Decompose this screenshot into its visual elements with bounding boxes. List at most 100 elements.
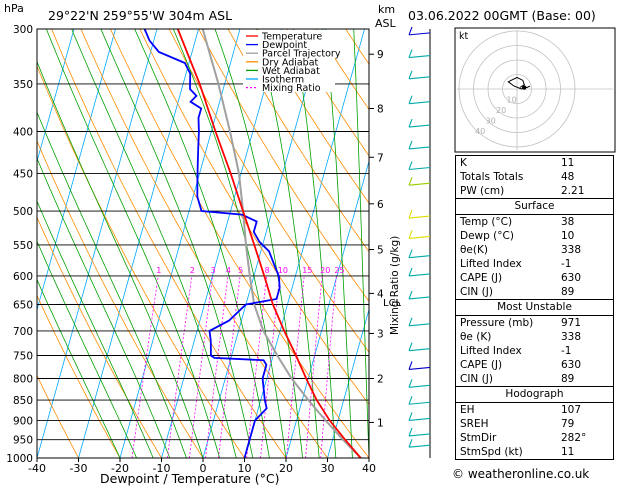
most-unstable-label: Pressure (mb) <box>460 317 534 329</box>
wind-barb <box>408 296 431 300</box>
wind-barb <box>408 215 431 219</box>
isotherm-line <box>78 29 199 458</box>
most-unstable-value: 971 <box>561 317 582 329</box>
hodograph-heading: Hodograph <box>456 387 613 403</box>
km-label: km <box>378 3 395 16</box>
legend-label: Isotherm <box>262 75 304 86</box>
hodograph-label: StmSpd (kt) <box>460 446 523 458</box>
wind-barb-flag <box>408 176 413 186</box>
wind-barb <box>408 166 431 171</box>
pressure-tick-label: 850 <box>13 395 33 407</box>
index-row: Totals Totals 48 <box>456 170 613 184</box>
most-unstable-row: CIN (J) 89 <box>456 372 613 386</box>
mixing-ratio-line <box>320 275 337 458</box>
mixing-ratio-axis-label: Mixing Ratio (g/kg) <box>389 236 401 335</box>
wind-barb-flag <box>408 438 413 448</box>
pressure-tick-label: 350 <box>13 79 33 91</box>
most-unstable-row: CAPE (J) 630 <box>456 358 613 372</box>
wind-barb <box>408 32 431 36</box>
hodograph-row: StmSpd (kt) 11 <box>456 445 613 459</box>
mixing-ratio-label: 5 <box>238 266 243 275</box>
wind-barb <box>408 444 431 448</box>
km-tick-label: 2 <box>377 373 384 385</box>
surface-value: -1 <box>561 258 572 270</box>
surface-value: 38 <box>561 216 575 228</box>
most-unstable-label: Lifted Index <box>460 345 522 357</box>
lcl-label: LCL <box>383 298 402 309</box>
x-tick-label: 30 <box>321 462 335 475</box>
dry-adiabat-line <box>51 29 287 458</box>
surface-row: Temp (°C) 38 <box>456 215 613 229</box>
wind-barb-flag <box>408 49 413 58</box>
isotherm-line <box>161 29 282 458</box>
storm-motion-marker <box>522 85 527 90</box>
wet-adiabat-line <box>325 29 353 458</box>
hodograph-row: EH 107 <box>456 403 613 417</box>
most-unstable-row: Pressure (mb) 971 <box>456 316 613 330</box>
index-label: PW (cm) <box>460 185 505 197</box>
wind-barb-flag <box>408 267 413 277</box>
isotherm-line <box>202 29 324 458</box>
legend-label: Temperature <box>261 32 322 43</box>
dry-adiabat-line <box>198 29 369 302</box>
isotherm-line <box>37 29 158 458</box>
pressure-tick-label: 750 <box>13 350 33 362</box>
wind-barb-flag <box>408 140 413 150</box>
wind-barb <box>408 182 431 186</box>
dry-adiabat-line <box>227 29 369 253</box>
series-temperature <box>176 29 362 458</box>
x-tick-label: 0 <box>200 462 207 475</box>
surface-label: Temp (°C) <box>460 216 513 228</box>
pressure-tick-label: 400 <box>13 127 33 139</box>
wind-barbs <box>408 26 431 458</box>
mixing-ratio-line <box>260 275 281 458</box>
mixing-ratio-label: 4 <box>226 266 231 275</box>
dry-adiabat-line <box>110 29 369 458</box>
hodograph-ring-label: 30 <box>486 117 496 126</box>
hodograph-value: 107 <box>561 404 582 416</box>
wind-barb <box>408 146 431 150</box>
surface-value: 10 <box>561 230 575 242</box>
wind-barb <box>408 76 431 80</box>
indices-panel: K 11 Totals Totals 48 PW (cm) 2.21 Surface Te… <box>455 155 614 460</box>
mixing-ratio-label: 10 <box>278 266 288 275</box>
wind-barb-flag <box>408 290 413 300</box>
index-value: 11 <box>561 157 575 169</box>
datetime-title: 03.06.2022 00GMT (Base: 00) <box>408 8 596 23</box>
index-value: 2.21 <box>561 185 585 197</box>
most-unstable-value: -1 <box>561 345 572 357</box>
mixing-ratio-line <box>305 275 323 458</box>
wind-barb-flag <box>408 427 413 437</box>
wind-barb <box>408 417 431 422</box>
wind-barb <box>408 384 431 388</box>
mixing-ratio-line <box>246 275 268 458</box>
wind-barb-flag <box>408 342 413 351</box>
hodograph-ring-label: 40 <box>475 127 485 136</box>
wind-barb-flag <box>408 209 413 219</box>
x-tick-label: 40 <box>362 462 376 475</box>
surface-label: θe(K) <box>460 244 488 256</box>
pressure-tick-label: 600 <box>13 271 33 283</box>
wind-barb <box>408 323 431 327</box>
wind-barb <box>408 235 431 239</box>
pressure-tick-label: 900 <box>13 415 33 427</box>
surface-row: CAPE (J) 630 <box>456 271 613 285</box>
series-dewpoint <box>143 29 281 458</box>
surface-value: 89 <box>561 286 575 298</box>
copyright: © weatheronline.co.uk <box>452 467 590 481</box>
wind-barb-flag <box>408 379 413 388</box>
series-parcel-trajectory <box>201 29 362 458</box>
hodograph-row: StmDir 282° <box>456 431 613 445</box>
wind-barb <box>408 273 431 277</box>
wind-barb <box>408 348 431 352</box>
surface-label: CIN (J) <box>460 286 493 298</box>
legend-label: Wet Adiabat <box>262 66 320 77</box>
dry-adiabat-line <box>37 374 79 458</box>
wind-barb <box>408 401 431 405</box>
mixing-ratio-label: 20 <box>320 266 330 275</box>
surface-heading: Surface <box>456 199 613 215</box>
hodograph-label: EH <box>460 404 475 416</box>
most-unstable-heading: Most Unstable <box>456 300 613 316</box>
